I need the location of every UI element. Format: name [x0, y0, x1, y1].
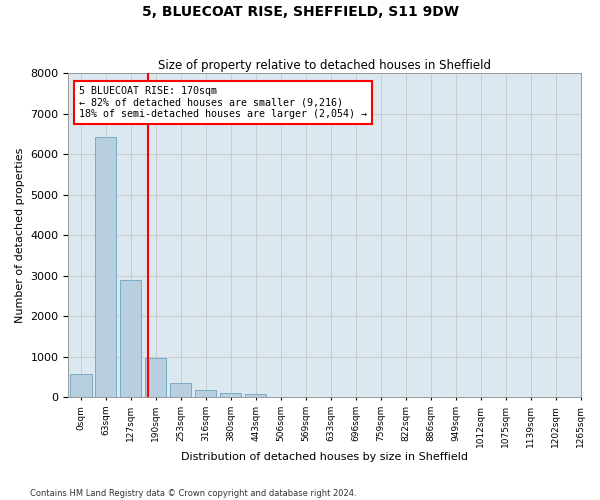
Bar	[220, 392, 241, 397]
Bar	[120, 280, 142, 397]
Bar	[245, 394, 266, 397]
Bar	[70, 374, 92, 397]
Text: Contains HM Land Registry data © Crown copyright and database right 2024.: Contains HM Land Registry data © Crown c…	[30, 488, 356, 498]
Text: 5, BLUECOAT RISE, SHEFFIELD, S11 9DW: 5, BLUECOAT RISE, SHEFFIELD, S11 9DW	[142, 5, 458, 19]
Bar	[170, 382, 191, 397]
X-axis label: Distribution of detached houses by size in Sheffield: Distribution of detached houses by size …	[181, 452, 468, 462]
Bar	[95, 137, 116, 397]
Title: Size of property relative to detached houses in Sheffield: Size of property relative to detached ho…	[158, 59, 491, 72]
Bar	[145, 358, 166, 397]
Text: 5 BLUECOAT RISE: 170sqm
← 82% of detached houses are smaller (9,216)
18% of semi: 5 BLUECOAT RISE: 170sqm ← 82% of detache…	[79, 86, 367, 120]
Y-axis label: Number of detached properties: Number of detached properties	[15, 148, 25, 323]
Bar	[195, 390, 217, 397]
